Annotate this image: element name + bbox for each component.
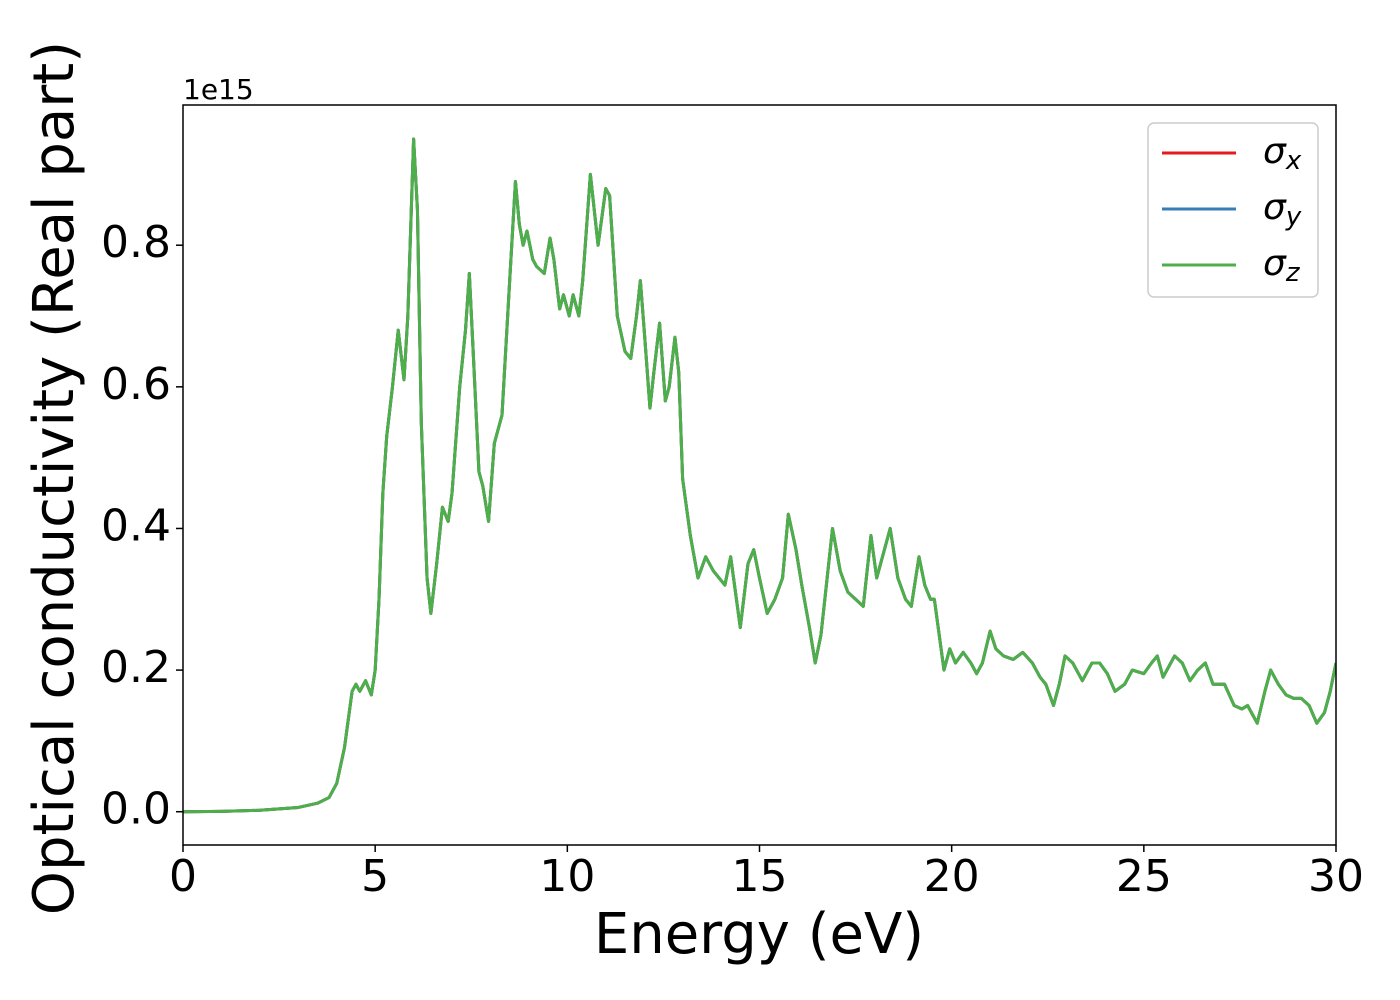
y-offset-label: 1e15 bbox=[183, 73, 254, 106]
x-tick-label: 5 bbox=[361, 851, 389, 902]
y-tick-label: 0.2 bbox=[101, 642, 171, 693]
x-tick-label: 25 bbox=[1116, 851, 1172, 902]
x-tick-label: 10 bbox=[539, 851, 595, 902]
legend-label: σx bbox=[1263, 131, 1302, 176]
y-tick-label: 0.0 bbox=[101, 784, 171, 835]
x-tick-label: 15 bbox=[732, 851, 788, 902]
plot-frame bbox=[182, 104, 1337, 846]
legend-label: σz bbox=[1263, 243, 1301, 288]
y-tick-label: 0.4 bbox=[101, 500, 171, 551]
series-line bbox=[183, 137, 1336, 814]
x-tick-label: 20 bbox=[924, 851, 980, 902]
y-axis-label: Optical conductivity (Real part) bbox=[22, 41, 87, 915]
y-tick-label: 0.6 bbox=[101, 359, 171, 410]
legend-label: σy bbox=[1263, 187, 1302, 232]
x-tick-label: 0 bbox=[169, 851, 197, 902]
x-axis-label: Energy (eV) bbox=[594, 902, 924, 967]
x-tick-label: 30 bbox=[1308, 851, 1364, 902]
y-tick-label: 0.8 bbox=[101, 217, 171, 268]
